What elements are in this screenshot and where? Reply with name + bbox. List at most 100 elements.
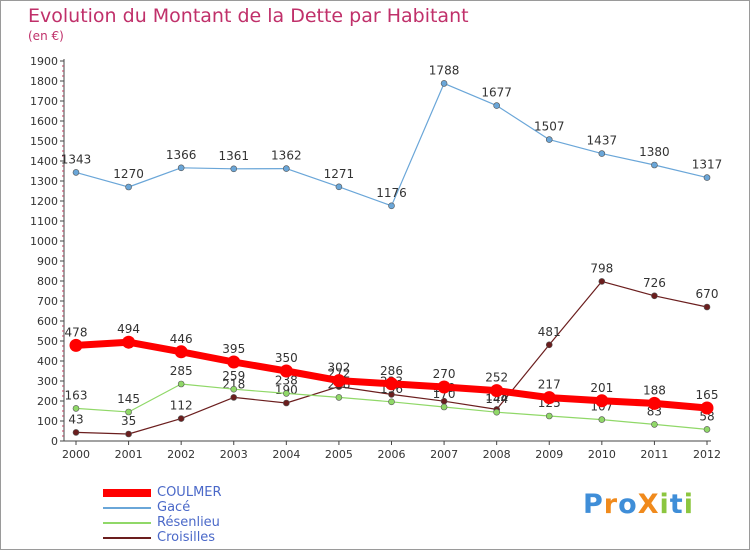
data-point	[72, 169, 80, 176]
data-point	[598, 416, 606, 423]
data-point	[388, 391, 395, 398]
legend-swatch	[103, 489, 151, 497]
logo-letter: t	[669, 489, 684, 520]
x-tick-label: 2009	[535, 448, 563, 461]
y-tick-label: 1200	[30, 195, 58, 208]
data-point	[493, 408, 500, 416]
data-label: 1788	[429, 63, 460, 77]
logo-letter: X	[637, 489, 660, 520]
x-tick-label: 2001	[115, 448, 143, 461]
legend-swatch	[103, 507, 151, 509]
unit-label: (en €)	[28, 29, 64, 43]
data-label: 670	[696, 287, 719, 301]
x-tick-label: 2002	[167, 448, 195, 461]
data-point	[177, 380, 185, 388]
x-tick-label: 2008	[483, 448, 511, 461]
data-label: 165	[696, 388, 719, 402]
data-label: 259	[222, 369, 245, 383]
data-label: 1366	[166, 148, 197, 162]
data-point	[598, 150, 606, 157]
legend-label: COULMER	[157, 485, 222, 500]
y-tick-label: 1500	[30, 135, 58, 148]
data-label: 145	[117, 392, 140, 406]
data-label: 1677	[481, 86, 512, 100]
x-tick-label: 2006	[378, 448, 406, 461]
y-tick-label: 1700	[30, 95, 58, 108]
data-point	[388, 398, 395, 406]
data-point	[283, 399, 290, 407]
logo-letter: i	[659, 489, 670, 520]
data-label: 144	[485, 392, 508, 406]
data-label: 478	[65, 325, 88, 339]
data-point	[335, 394, 343, 401]
legend-label: Résenlieu	[157, 515, 220, 530]
legend-swatch	[103, 522, 151, 524]
data-label: 112	[170, 399, 193, 413]
data-point	[279, 364, 293, 378]
data-point	[177, 164, 185, 172]
data-point	[227, 355, 241, 369]
logo-letter: i	[683, 489, 694, 520]
data-point	[385, 377, 398, 391]
data-label: 798	[590, 261, 613, 275]
data-point	[542, 391, 556, 405]
legend-item-coulmer: COULMER	[103, 485, 303, 500]
data-point	[647, 396, 661, 410]
data-label: 1507	[534, 120, 565, 134]
data-point	[493, 102, 500, 109]
data-label: 1437	[587, 134, 618, 148]
data-point	[230, 165, 238, 173]
data-label: 1317	[692, 158, 723, 172]
data-point	[437, 380, 451, 394]
y-tick-label: 600	[37, 315, 58, 328]
data-point	[69, 338, 83, 352]
data-label: 395	[222, 342, 245, 356]
legend: COULMER Gacé Résenlieu Croisilles	[103, 485, 303, 545]
data-label: 350	[275, 351, 298, 365]
y-tick-label: 1800	[30, 75, 58, 88]
data-point	[595, 394, 609, 408]
y-tick-label: 900	[37, 255, 58, 268]
x-tick-label: 2005	[325, 448, 353, 461]
legend-item-croisilles: Croisilles	[103, 530, 303, 545]
data-point	[703, 303, 711, 311]
data-label: 1380	[639, 145, 670, 159]
data-point	[388, 202, 395, 210]
x-tick-label: 2003	[220, 448, 248, 461]
x-tick-label: 2007	[430, 448, 458, 461]
data-point	[72, 429, 80, 436]
data-label: 1270	[113, 167, 144, 181]
data-point	[545, 136, 553, 143]
x-tick-label: 2012	[693, 448, 721, 461]
data-label: 188	[643, 383, 666, 397]
data-point	[230, 385, 238, 393]
y-tick-label: 800	[37, 275, 58, 288]
data-label: 35	[121, 414, 136, 428]
data-label: 218	[222, 377, 245, 391]
data-point	[122, 335, 136, 349]
logo-letter: o	[618, 489, 638, 520]
data-label: 286	[380, 364, 403, 378]
chart-title: Evolution du Montant de la Dette par Hab…	[28, 5, 469, 27]
logo-letter: r	[603, 489, 619, 520]
data-point	[125, 183, 132, 191]
data-label: 1362	[271, 149, 302, 163]
data-label: 1343	[61, 152, 92, 166]
data-point	[651, 161, 658, 169]
data-point	[72, 405, 80, 412]
data-point	[700, 401, 714, 415]
data-point	[545, 412, 553, 420]
data-label: 481	[538, 325, 561, 339]
y-tick-label: 300	[37, 375, 58, 388]
y-tick-label: 500	[37, 335, 58, 348]
data-label: 446	[170, 332, 193, 346]
data-point	[490, 384, 504, 398]
y-tick-label: 1400	[30, 155, 58, 168]
y-tick-label: 100	[37, 415, 58, 428]
x-tick-label: 2000	[62, 448, 90, 461]
data-point	[598, 278, 606, 285]
y-tick-label: 1900	[30, 55, 58, 68]
x-tick-label: 2011	[640, 448, 668, 461]
